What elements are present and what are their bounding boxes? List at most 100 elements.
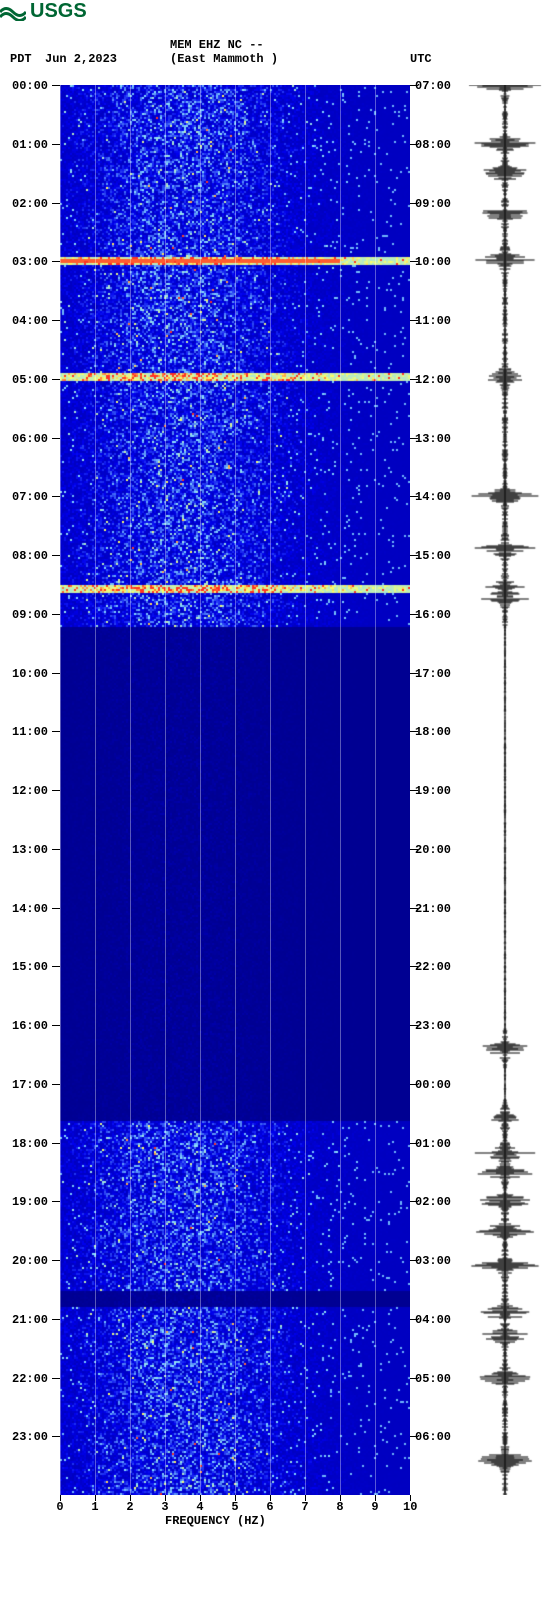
date-label: Jun 2,2023 [45, 52, 117, 66]
ytick-dash [52, 496, 60, 497]
ytick-left: 08:00 [12, 549, 48, 563]
ytick-left: 10:00 [12, 667, 48, 681]
ytick-left: 13:00 [12, 843, 48, 857]
ytick-right: 02:00 [415, 1195, 451, 1209]
gridline [60, 85, 61, 1495]
ytick-dash [410, 849, 418, 850]
ytick-dash [410, 555, 418, 556]
page-root: USGS PDT Jun 2,2023 MEM EHZ NC -- (East … [0, 0, 552, 1613]
ytick-dash [52, 614, 60, 615]
gridline [340, 85, 341, 1495]
gridline [305, 85, 306, 1495]
ytick-right: 18:00 [415, 725, 451, 739]
ytick-dash [52, 790, 60, 791]
ytick-dash [52, 379, 60, 380]
ytick-dash [52, 1084, 60, 1085]
xtick-dash [270, 1495, 271, 1501]
ytick-left: 16:00 [12, 1019, 48, 1033]
ytick-dash [52, 85, 60, 86]
xtick: 8 [333, 1500, 347, 1514]
xtick-dash [410, 1495, 411, 1501]
xtick-dash [235, 1495, 236, 1501]
gridline [200, 85, 201, 1495]
ytick-left: 06:00 [12, 432, 48, 446]
xtick: 4 [193, 1500, 207, 1514]
ytick-left: 07:00 [12, 490, 48, 504]
xtick-dash [165, 1495, 166, 1501]
ytick-left: 03:00 [12, 255, 48, 269]
ytick-dash [410, 320, 418, 321]
ytick-right: 11:00 [415, 314, 451, 328]
ytick-right: 17:00 [415, 667, 451, 681]
xtick-dash [340, 1495, 341, 1501]
ytick-dash [52, 144, 60, 145]
ytick-dash [410, 966, 418, 967]
ytick-dash [410, 496, 418, 497]
ytick-dash [410, 261, 418, 262]
x-axis-label: FREQUENCY (HZ) [165, 1514, 266, 1528]
ytick-dash [410, 1084, 418, 1085]
logo-text: USGS [30, 0, 87, 23]
ytick-left: 17:00 [12, 1078, 48, 1092]
xtick: 2 [123, 1500, 137, 1514]
ytick-right: 08:00 [415, 138, 451, 152]
ytick-dash [410, 1378, 418, 1379]
ytick-dash [410, 1025, 418, 1026]
tz-left-label: PDT [10, 52, 32, 66]
ytick-dash [410, 144, 418, 145]
ytick-left: 00:00 [12, 79, 48, 93]
ytick-left: 01:00 [12, 138, 48, 152]
ytick-left: 09:00 [12, 608, 48, 622]
wave-icon [0, 3, 26, 21]
ytick-dash [410, 790, 418, 791]
ytick-right: 14:00 [415, 490, 451, 504]
gridline [130, 85, 131, 1495]
ytick-right: 19:00 [415, 784, 451, 798]
gridline [235, 85, 236, 1495]
ytick-dash [52, 673, 60, 674]
ytick-dash [410, 438, 418, 439]
ytick-dash [52, 555, 60, 556]
ytick-dash [410, 1260, 418, 1261]
seismogram-canvas [465, 85, 545, 1495]
xtick-dash [95, 1495, 96, 1501]
ytick-dash [52, 203, 60, 204]
ytick-right: 16:00 [415, 608, 451, 622]
xtick-dash [130, 1495, 131, 1501]
xtick-dash [200, 1495, 201, 1501]
gridline [375, 85, 376, 1495]
ytick-right: 23:00 [415, 1019, 451, 1033]
ytick-dash [410, 1319, 418, 1320]
ytick-right: 15:00 [415, 549, 451, 563]
ytick-dash [410, 1436, 418, 1437]
ytick-dash [52, 966, 60, 967]
xtick: 3 [158, 1500, 172, 1514]
ytick-dash [410, 379, 418, 380]
gridline [165, 85, 166, 1495]
station-line2: (East Mammoth ) [170, 52, 278, 66]
ytick-right: 03:00 [415, 1254, 451, 1268]
ytick-dash [52, 1260, 60, 1261]
xtick: 10 [403, 1500, 417, 1514]
ytick-left: 22:00 [12, 1372, 48, 1386]
ytick-right: 10:00 [415, 255, 451, 269]
ytick-left: 04:00 [12, 314, 48, 328]
ytick-dash [52, 320, 60, 321]
usgs-logo: USGS [0, 0, 87, 23]
xtick: 9 [368, 1500, 382, 1514]
ytick-dash [410, 614, 418, 615]
ytick-right: 09:00 [415, 197, 451, 211]
ytick-left: 18:00 [12, 1137, 48, 1151]
ytick-right: 13:00 [415, 432, 451, 446]
station-line1: MEM EHZ NC -- [170, 38, 264, 52]
ytick-left: 23:00 [12, 1430, 48, 1444]
xtick-dash [375, 1495, 376, 1501]
ytick-left: 15:00 [12, 960, 48, 974]
seismogram-plot [465, 85, 545, 1495]
ytick-dash [52, 438, 60, 439]
xtick-dash [305, 1495, 306, 1501]
gridline [270, 85, 271, 1495]
ytick-left: 19:00 [12, 1195, 48, 1209]
xtick: 5 [228, 1500, 242, 1514]
ytick-right: 01:00 [415, 1137, 451, 1151]
